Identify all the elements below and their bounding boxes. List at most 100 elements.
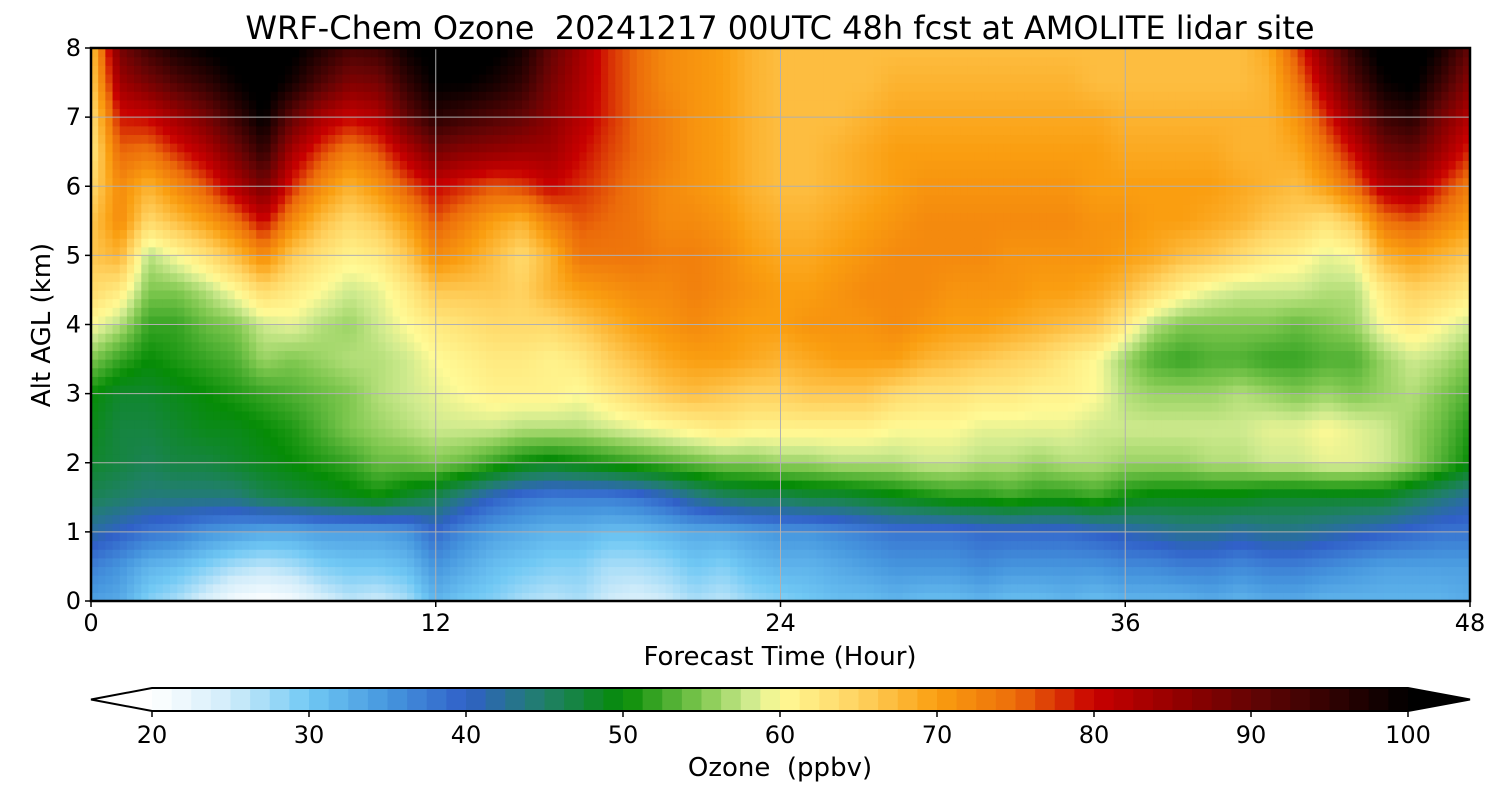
heatmap-cell: [543, 557, 552, 568]
heatmap-cell: [1168, 445, 1177, 455]
heatmap-cell: [529, 566, 537, 576]
heatmap-cell: [1340, 557, 1349, 568]
heatmap-cell: [421, 445, 430, 455]
heatmap-cell: [162, 557, 171, 568]
heatmap-cell: [536, 505, 545, 516]
heatmap-cell: [758, 471, 767, 481]
heatmap-cell: [737, 566, 746, 576]
heatmap-cell: [399, 514, 408, 524]
heatmap-cell: [931, 549, 940, 559]
heatmap-cell: [557, 419, 566, 429]
heatmap-cell: [263, 436, 272, 447]
heatmap-cell: [672, 566, 681, 576]
heatmap-cell: [1017, 402, 1026, 412]
heatmap-cell: [378, 505, 387, 516]
heatmap-cell: [486, 462, 494, 472]
heatmap-cell: [974, 505, 983, 516]
heatmap-cell: [672, 410, 681, 421]
heatmap-cell: [98, 523, 106, 533]
heatmap-cell: [1448, 497, 1457, 507]
heatmap-cell: [859, 540, 868, 550]
heatmap-cell: [478, 557, 487, 568]
heatmap-cell: [213, 462, 221, 472]
heatmap-cell: [1240, 583, 1248, 593]
heatmap-cell: [629, 531, 638, 542]
heatmap-cell: [1434, 462, 1442, 472]
heatmap-cell: [565, 540, 573, 550]
heatmap-cell: [988, 376, 997, 386]
heatmap-cell: [478, 566, 487, 576]
heatmap-cell: [881, 454, 889, 464]
heatmap-cell: [98, 575, 106, 585]
heatmap-cell: [644, 445, 652, 455]
heatmap-cell: [507, 531, 516, 542]
heatmap-cell: [1175, 488, 1184, 498]
heatmap-cell: [1441, 454, 1450, 464]
heatmap-cell: [507, 480, 516, 490]
heatmap-cell: [435, 471, 444, 481]
heatmap-cell: [651, 523, 659, 533]
heatmap-cell: [263, 480, 272, 490]
heatmap-cell: [91, 367, 99, 377]
heatmap-cell: [1039, 462, 1047, 472]
heatmap-cell: [1419, 428, 1428, 438]
heatmap-cell: [1254, 497, 1263, 507]
heatmap-cell: [1412, 531, 1421, 542]
heatmap-cell: [134, 402, 142, 412]
heatmap-cell: [1197, 402, 1205, 412]
heatmap-cell: [349, 454, 358, 464]
heatmap-cell: [407, 514, 415, 524]
heatmap-cell: [701, 454, 710, 464]
heatmap-cell: [737, 393, 746, 403]
heatmap-cell: [1333, 575, 1342, 585]
heatmap-cell: [371, 462, 379, 472]
heatmap-cell: [385, 583, 394, 593]
heatmap-cell: [888, 376, 897, 386]
heatmap-cell: [184, 488, 193, 498]
heatmap-cell: [1082, 583, 1090, 593]
heatmap-cell: [493, 566, 501, 576]
heatmap-cell: [909, 531, 918, 542]
heatmap-cell: [1067, 462, 1076, 472]
heatmap-cell: [1333, 549, 1342, 559]
heatmap-cell: [1441, 488, 1450, 498]
heatmap-cell: [1225, 531, 1234, 542]
heatmap-cell: [1426, 454, 1435, 464]
heatmap-cell: [636, 445, 645, 455]
heatmap-cell: [1326, 428, 1335, 438]
heatmap-cell: [1046, 462, 1055, 472]
heatmap-cell: [550, 393, 559, 403]
heatmap-cell: [715, 488, 724, 498]
heatmap-cell: [557, 462, 566, 472]
heatmap-cell: [1398, 488, 1406, 498]
heatmap-cell: [500, 471, 509, 481]
heatmap-cell: [550, 505, 559, 516]
heatmap-cell: [895, 393, 904, 403]
heatmap-cell: [363, 540, 372, 550]
heatmap-cell: [1434, 488, 1442, 498]
heatmap-cell: [651, 454, 659, 464]
heatmap-cell: [414, 549, 422, 559]
heatmap-cell: [177, 480, 185, 490]
heatmap-cell: [1448, 480, 1457, 490]
heatmap-cell: [1283, 575, 1292, 585]
heatmap-cell: [1297, 557, 1306, 568]
heatmap-cell: [615, 497, 624, 507]
heatmap-cell: [1132, 531, 1141, 542]
heatmap-cell: [1304, 575, 1313, 585]
heatmap-cell: [543, 376, 552, 386]
heatmap-cell: [916, 566, 925, 576]
heatmap-cell: [672, 436, 681, 447]
heatmap-cell: [227, 376, 236, 386]
heatmap-cell: [1204, 428, 1213, 438]
heatmap-cell: [335, 454, 343, 464]
heatmap-cell: [830, 419, 839, 429]
heatmap-cell: [170, 497, 178, 507]
heatmap-cell: [995, 428, 1004, 438]
heatmap-cell: [1254, 384, 1263, 395]
heatmap-cell: [1161, 549, 1169, 559]
heatmap-cell: [1340, 410, 1349, 421]
heatmap-cell: [1089, 376, 1098, 386]
heatmap-cell: [744, 436, 753, 447]
heatmap-cell: [1419, 393, 1428, 403]
